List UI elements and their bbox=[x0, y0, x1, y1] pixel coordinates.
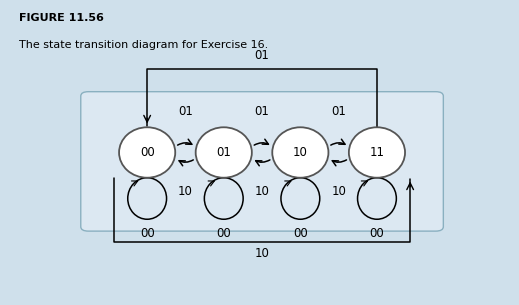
Text: 10: 10 bbox=[255, 247, 269, 260]
Text: 10: 10 bbox=[293, 146, 308, 159]
FancyBboxPatch shape bbox=[81, 92, 443, 231]
Text: 01: 01 bbox=[255, 106, 269, 118]
Text: The state transition diagram for Exercise 16.: The state transition diagram for Exercis… bbox=[20, 40, 269, 50]
Text: 01: 01 bbox=[216, 146, 231, 159]
Text: 11: 11 bbox=[370, 146, 385, 159]
Text: 01: 01 bbox=[331, 106, 346, 118]
Ellipse shape bbox=[349, 127, 405, 178]
Text: 00: 00 bbox=[140, 227, 155, 240]
Text: 10: 10 bbox=[331, 185, 346, 198]
Text: 01: 01 bbox=[178, 106, 193, 118]
Text: 00: 00 bbox=[370, 227, 385, 240]
Text: 10: 10 bbox=[255, 185, 269, 198]
Ellipse shape bbox=[196, 127, 252, 178]
Text: 00: 00 bbox=[293, 227, 308, 240]
Ellipse shape bbox=[272, 127, 329, 178]
Text: 00: 00 bbox=[140, 146, 155, 159]
Text: 10: 10 bbox=[178, 185, 193, 198]
Text: 00: 00 bbox=[216, 227, 231, 240]
Text: 01: 01 bbox=[255, 49, 269, 62]
Ellipse shape bbox=[119, 127, 175, 178]
Text: FIGURE 11.56: FIGURE 11.56 bbox=[20, 13, 104, 23]
